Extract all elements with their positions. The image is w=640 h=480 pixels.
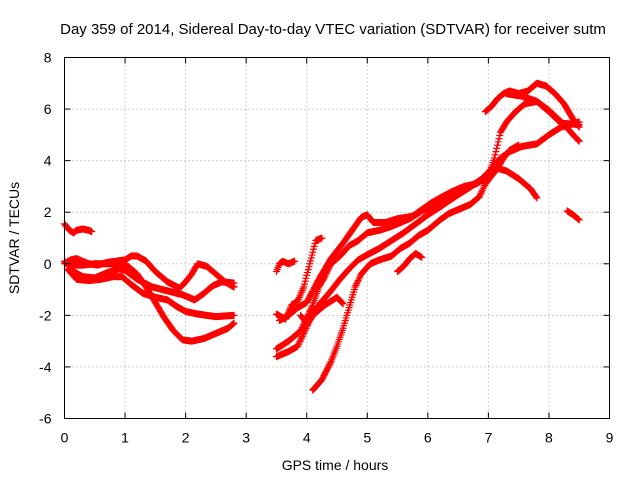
data-point xyxy=(492,148,500,156)
data-point xyxy=(230,279,238,287)
data-point xyxy=(318,234,326,242)
data-point xyxy=(300,328,308,336)
data-point xyxy=(478,188,486,196)
data-point xyxy=(298,333,306,341)
data-point xyxy=(352,281,360,289)
x-axis-label: GPS time / hours xyxy=(282,457,389,473)
data-point xyxy=(356,273,364,281)
data-point xyxy=(575,137,583,145)
y-tick-label: -2 xyxy=(39,307,52,323)
data-point xyxy=(301,326,309,334)
y-axis-label: SDTVAR / TECUs xyxy=(6,182,22,294)
data-point xyxy=(295,339,303,347)
data-point xyxy=(574,215,582,223)
data-point xyxy=(515,141,523,149)
data-point xyxy=(418,253,426,261)
data-points-layer xyxy=(61,79,583,394)
series-s6 xyxy=(272,257,299,276)
data-point xyxy=(476,191,484,199)
y-tick-label: 8 xyxy=(44,50,52,66)
chart-title: Day 359 of 2014, Sidereal Day-to-day VTE… xyxy=(60,21,606,38)
series-s1 xyxy=(61,220,96,237)
data-point xyxy=(297,336,305,344)
data-point xyxy=(354,277,362,285)
data-point xyxy=(353,278,361,286)
ticks-layer xyxy=(64,57,610,419)
y-tick-label: 2 xyxy=(44,204,52,220)
data-point xyxy=(495,135,503,143)
data-point xyxy=(574,215,582,223)
data-point xyxy=(338,298,346,306)
data-point xyxy=(302,325,310,333)
x-tick-label: 2 xyxy=(182,430,190,446)
data-point xyxy=(308,303,316,311)
data-point xyxy=(296,337,304,345)
x-tick-label: 8 xyxy=(545,430,553,446)
series-s15 xyxy=(503,90,583,145)
data-point xyxy=(229,320,237,328)
x-tick-label: 6 xyxy=(424,430,432,446)
grid-layer xyxy=(64,57,610,419)
data-point xyxy=(574,136,582,144)
data-point xyxy=(574,136,582,144)
data-point xyxy=(294,341,302,349)
data-point xyxy=(493,144,501,152)
data-point xyxy=(294,342,302,350)
data-point xyxy=(475,193,483,201)
series-s11 xyxy=(309,141,523,394)
data-point xyxy=(491,151,499,159)
data-point xyxy=(338,299,346,307)
y-tick-label: 4 xyxy=(44,153,52,169)
y-tick-label: -6 xyxy=(39,411,52,427)
data-point xyxy=(478,186,486,194)
data-point xyxy=(479,185,487,193)
y-tick-label: 0 xyxy=(44,256,52,272)
x-tick-label: 4 xyxy=(303,430,311,446)
data-point xyxy=(339,300,347,308)
data-point xyxy=(300,329,308,337)
data-point xyxy=(493,141,501,149)
x-tick-label: 3 xyxy=(242,430,250,446)
series-s5 xyxy=(67,260,238,345)
data-point xyxy=(355,275,363,283)
y-tick-label: 6 xyxy=(44,101,52,117)
data-point xyxy=(299,331,307,339)
data-point xyxy=(230,319,238,327)
series-s13 xyxy=(394,249,426,276)
data-point xyxy=(229,320,237,328)
series-s10 xyxy=(275,97,583,325)
series-s4 xyxy=(64,265,238,321)
plot-frame xyxy=(64,57,610,419)
x-tick-label: 9 xyxy=(606,430,614,446)
data-point xyxy=(353,280,361,288)
data-point xyxy=(88,228,96,236)
data-point xyxy=(575,216,583,224)
y-tick-label: -4 xyxy=(39,359,52,375)
data-point xyxy=(532,193,540,201)
data-point xyxy=(574,122,582,130)
x-tick-label: 7 xyxy=(484,430,492,446)
data-point xyxy=(326,359,334,367)
x-tick-label: 0 xyxy=(61,430,69,446)
tick-labels-layer: 0 1 2 3 4 5 6 7 8 9 -6 -4 -2 0 2 4 6 8 xyxy=(39,50,614,446)
data-point xyxy=(480,183,488,191)
data-point xyxy=(494,138,502,146)
series-s12 xyxy=(297,293,347,327)
data-point xyxy=(297,334,305,342)
x-tick-label: 5 xyxy=(363,430,371,446)
data-point xyxy=(477,190,485,198)
data-point xyxy=(575,123,583,131)
data-point xyxy=(490,154,498,162)
series-s16 xyxy=(563,207,583,224)
x-tick-label: 1 xyxy=(121,430,129,446)
data-point xyxy=(533,194,541,202)
data-point xyxy=(230,311,238,319)
data-point xyxy=(291,257,299,265)
data-point xyxy=(496,132,504,140)
data-point xyxy=(351,283,359,291)
